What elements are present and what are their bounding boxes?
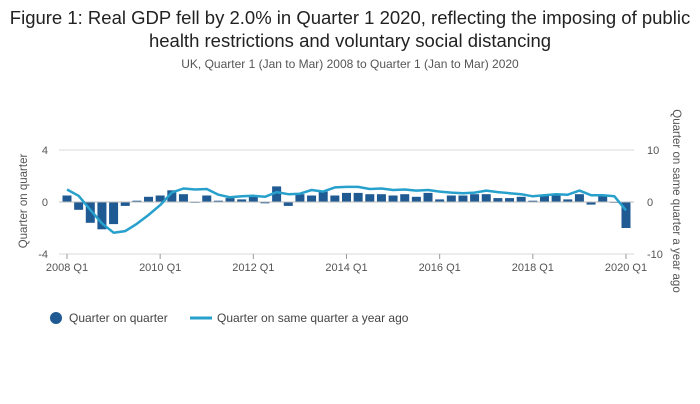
bar bbox=[481, 194, 491, 202]
bar bbox=[388, 195, 398, 202]
bar bbox=[621, 202, 631, 228]
y-right-ticks: 10 0 -10 bbox=[647, 145, 663, 261]
bar bbox=[516, 196, 526, 202]
line-series bbox=[66, 185, 627, 234]
bar bbox=[342, 192, 351, 202]
bar bbox=[167, 190, 177, 202]
bar bbox=[376, 194, 386, 202]
bar bbox=[109, 202, 119, 225]
y-left-ticks: 4 0 -4 bbox=[38, 145, 48, 261]
bar bbox=[132, 200, 142, 202]
bar bbox=[74, 202, 84, 210]
y-left-tick-label: -4 bbox=[38, 249, 48, 261]
bar bbox=[237, 199, 247, 202]
bar bbox=[470, 194, 480, 202]
y-right-tick-label: -10 bbox=[647, 249, 663, 261]
y-left-tick-label: 0 bbox=[42, 197, 48, 209]
x-axis-ticks: 2008 Q1 2010 Q1 2012 Q1 2014 Q1 2016 Q1 2018 … bbox=[46, 254, 647, 274]
chart-subtitle: UK, Quarter 1 (Jan to Mar) 2008 to Quart… bbox=[181, 57, 519, 71]
bar bbox=[423, 192, 433, 202]
x-tick-label: 2014 Q1 bbox=[325, 262, 367, 274]
bar bbox=[353, 192, 363, 202]
bar bbox=[202, 195, 212, 202]
bar bbox=[563, 199, 573, 202]
bar bbox=[586, 202, 596, 205]
bar bbox=[85, 202, 95, 223]
bar bbox=[283, 202, 293, 206]
bar bbox=[97, 202, 107, 230]
bar bbox=[539, 195, 549, 202]
bar bbox=[307, 195, 317, 202]
yoy-line bbox=[66, 185, 627, 234]
bar bbox=[365, 194, 375, 202]
bar bbox=[493, 198, 503, 202]
bar bbox=[400, 194, 410, 202]
bar-series bbox=[62, 186, 631, 230]
bar bbox=[272, 186, 282, 202]
bar bbox=[330, 195, 340, 202]
legend-bar-marker bbox=[50, 312, 62, 324]
bar bbox=[318, 191, 328, 202]
y-left-axis-title: Quarter on quarter bbox=[18, 154, 30, 249]
bar bbox=[120, 202, 130, 206]
bar bbox=[248, 195, 258, 202]
bar bbox=[213, 200, 223, 202]
x-tick-label: 2016 Q1 bbox=[419, 262, 461, 274]
bar bbox=[295, 194, 305, 202]
x-tick-label: 2020 Q1 bbox=[605, 262, 647, 274]
y-right-axis-title: Quarter on same quarter a year ago bbox=[670, 109, 682, 292]
bar bbox=[574, 194, 584, 202]
x-tick-label: 2012 Q1 bbox=[232, 262, 274, 274]
y-left-tick-label: 4 bbox=[42, 145, 48, 157]
bar bbox=[505, 198, 515, 202]
legend-label-year: Quarter on same quarter a year ago bbox=[217, 311, 409, 325]
chart-title: Figure 1: Real GDP fell by 2.0% in Quart… bbox=[9, 7, 691, 51]
legend: Quarter on quarter Quarter on same quart… bbox=[50, 311, 409, 325]
bar bbox=[411, 196, 421, 202]
bar bbox=[144, 196, 154, 202]
x-tick-label: 2010 Q1 bbox=[139, 262, 181, 274]
bar bbox=[598, 195, 608, 202]
y-right-tick-label: 0 bbox=[647, 197, 653, 209]
bar bbox=[528, 200, 538, 202]
x-tick-label: 2018 Q1 bbox=[512, 262, 554, 274]
x-tick-label: 2008 Q1 bbox=[46, 262, 88, 274]
bar bbox=[260, 202, 270, 204]
bar bbox=[225, 198, 235, 202]
y-right-tick-label: 10 bbox=[647, 145, 659, 157]
bar bbox=[458, 195, 468, 202]
bar bbox=[62, 195, 72, 202]
bar bbox=[155, 195, 165, 202]
bar bbox=[178, 194, 188, 202]
legend-label-quarter: Quarter on quarter bbox=[69, 311, 168, 325]
bar bbox=[551, 194, 561, 202]
bar bbox=[446, 195, 456, 202]
bar bbox=[435, 199, 445, 202]
